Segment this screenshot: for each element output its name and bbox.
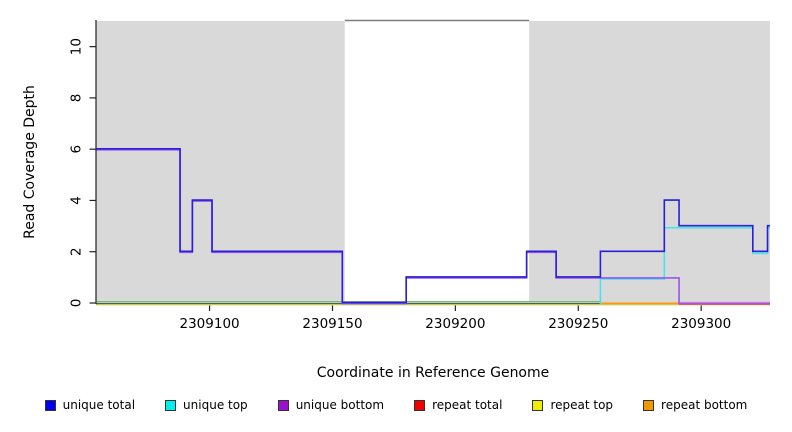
legend-item-unique-top: unique top bbox=[165, 398, 248, 412]
x-tick-label: 2309100 bbox=[180, 316, 240, 332]
legend-label: unique total bbox=[62, 398, 136, 412]
x-tick-label: 2309200 bbox=[425, 316, 485, 332]
x-tick-label: 2309150 bbox=[302, 316, 362, 332]
legend-item-repeat-total: repeat total bbox=[414, 398, 502, 412]
unique-total-line bbox=[96, 147, 770, 304]
legend-label: unique top bbox=[183, 398, 248, 412]
shaded-region-0 bbox=[96, 21, 345, 303]
x-tick-label: 2309250 bbox=[548, 316, 608, 332]
legend-swatch-repeat-bottom bbox=[643, 399, 655, 411]
legend-swatch-unique-top bbox=[165, 399, 177, 411]
legend-swatch-unique-total bbox=[44, 399, 56, 411]
legend-label: repeat total bbox=[432, 398, 503, 412]
legend-swatch-repeat-top bbox=[532, 399, 544, 411]
coverage-plot-canvas: 0 2 4 6 8 10 2309100 2309150 2309200 2309250 23093… bbox=[69, 19, 770, 332]
legend-item-repeat-bottom: repeat bottom bbox=[643, 398, 747, 412]
legend-label: repeat top bbox=[550, 398, 614, 412]
legend-swatch-unique-bottom bbox=[277, 399, 289, 411]
legend-item-repeat-top: repeat top bbox=[532, 398, 613, 412]
y-tick-label: 2 bbox=[69, 247, 85, 256]
y-tick-label: 10 bbox=[69, 38, 85, 55]
legend: unique total unique top unique bottom repea… bbox=[0, 398, 792, 412]
y-tick-label: 6 bbox=[69, 145, 85, 154]
y-axis-label: Read Coverage Depth bbox=[22, 85, 38, 239]
unique-bottom-line bbox=[96, 148, 770, 305]
x-axis-label: Coordinate in Reference Genome bbox=[316, 365, 550, 381]
x-tick-label: 2309300 bbox=[671, 316, 731, 332]
shaded-region-1 bbox=[529, 21, 770, 303]
legend-item-unique-bottom: unique bottom bbox=[277, 398, 385, 412]
y-tick-label: 0 bbox=[69, 299, 85, 308]
legend-item-unique-total: unique total bbox=[44, 398, 136, 412]
legend-label: unique bottom bbox=[295, 398, 385, 412]
y-tick-label: 4 bbox=[69, 196, 85, 205]
legend-swatch-repeat-total bbox=[414, 399, 426, 411]
legend-label: repeat bottom bbox=[661, 398, 748, 412]
y-tick-label: 8 bbox=[69, 94, 85, 103]
